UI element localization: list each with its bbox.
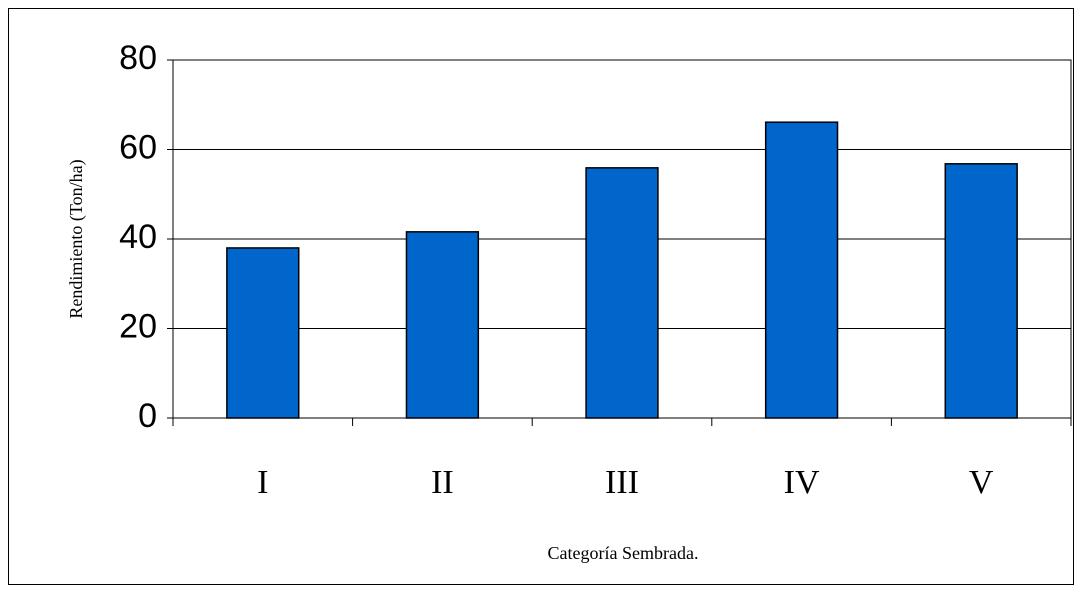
x-tick-label: V [969, 464, 994, 501]
x-tick-label: III [605, 464, 639, 501]
bar [764, 121, 839, 419]
chart-frame [8, 8, 1074, 585]
y-tick-label: 0 [138, 397, 157, 435]
x-tick-label: IV [784, 464, 820, 501]
y-axis-title: Rendimiento (Ton/ha) [66, 159, 87, 318]
bar [944, 163, 1018, 419]
x-axis-title: Categoría Sembrada. [548, 543, 699, 563]
bar [226, 247, 300, 419]
y-tick-label: 80 [119, 39, 157, 77]
y-tick-label: 40 [119, 218, 157, 256]
y-tick-label: 20 [119, 307, 157, 345]
bar [585, 167, 659, 419]
y-tick-label: 60 [119, 128, 157, 166]
bar [405, 231, 480, 419]
x-tick-label: I [257, 464, 268, 501]
x-tick-label: II [431, 464, 454, 501]
